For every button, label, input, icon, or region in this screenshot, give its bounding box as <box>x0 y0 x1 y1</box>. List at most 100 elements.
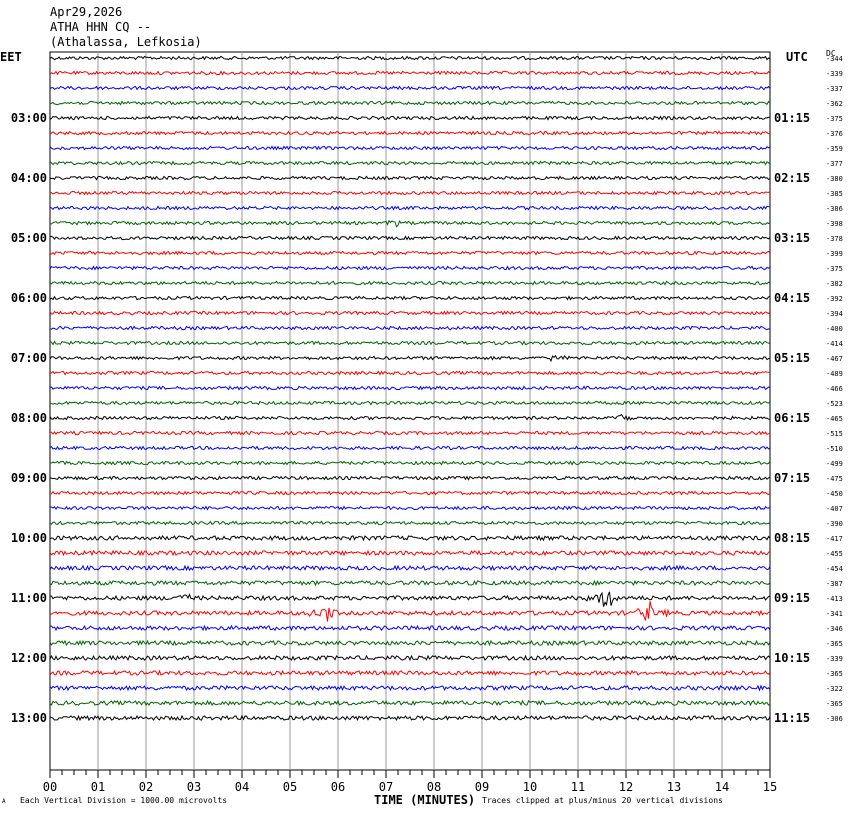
dc-offset-label: -465 <box>826 415 843 423</box>
dc-column-label: DC <box>826 49 836 58</box>
dc-offset-label: -377 <box>826 160 843 168</box>
dc-offset-label: -392 <box>826 295 843 303</box>
trace-row <box>49 564 771 572</box>
x-tick-label: 10 <box>523 780 537 794</box>
trace-row <box>49 520 771 526</box>
utc-hour-label: 06:15 <box>774 411 810 425</box>
eet-hour-label: 06:00 <box>11 291 47 305</box>
dc-offset-label: -386 <box>826 205 843 213</box>
dc-offset-label: -341 <box>826 610 843 618</box>
eet-hour-label: 05:00 <box>11 231 47 245</box>
eet-hour-label: 13:00 <box>11 711 47 725</box>
dc-offset-label: -306 <box>826 715 843 723</box>
eet-hour-label: 08:00 <box>11 411 47 425</box>
utc-hour-label: 11:15 <box>774 711 810 725</box>
trace-row <box>50 624 771 632</box>
x-tick-label: 06 <box>331 780 345 794</box>
dc-offset-label: -322 <box>826 685 843 693</box>
utc-hour-label: 08:15 <box>774 531 810 545</box>
dc-offset-label: -523 <box>826 400 843 408</box>
left-timezone-label: EET <box>0 50 22 64</box>
trace-row <box>49 413 771 422</box>
trace-row <box>49 190 771 196</box>
dc-offset-label: -454 <box>826 565 843 573</box>
utc-hour-label: 09:15 <box>774 591 810 605</box>
trace-row <box>49 460 771 466</box>
trace-row <box>49 430 770 436</box>
dc-offset-label: -450 <box>826 490 843 498</box>
utc-hour-label: 04:15 <box>774 291 810 305</box>
dc-offset-label: -387 <box>826 580 843 588</box>
x-tick-label: 13 <box>667 780 681 794</box>
trace-row <box>49 295 771 301</box>
dc-offset-label: -467 <box>826 355 843 363</box>
trace-row <box>49 639 771 647</box>
x-tick-label: 04 <box>235 780 249 794</box>
trace-row <box>49 669 771 677</box>
trace-row <box>49 85 771 91</box>
trace-row <box>50 250 771 256</box>
trace-row <box>49 579 771 587</box>
dc-offset-label: -344 <box>826 55 843 63</box>
trace-row <box>49 70 771 76</box>
eet-hour-label: 09:00 <box>11 471 47 485</box>
dc-offset-label: -414 <box>826 340 843 348</box>
x-tick-label: 05 <box>283 780 297 794</box>
eet-hour-label: 12:00 <box>11 651 47 665</box>
x-tick-label: 12 <box>619 780 633 794</box>
trace-row <box>49 601 771 622</box>
dc-offset-label: -489 <box>826 370 843 378</box>
dc-offset-label: -398 <box>826 220 843 228</box>
trace-row <box>49 385 771 391</box>
dc-offset-label: -365 <box>826 670 843 678</box>
dc-offset-label: -365 <box>826 640 843 648</box>
trace-row <box>49 160 771 166</box>
right-timezone-label: UTC <box>786 50 808 64</box>
header-station: ATHA HHN CQ -- <box>50 20 152 34</box>
dc-offset-label: -390 <box>826 520 843 528</box>
dc-offset-label: -455 <box>826 550 843 558</box>
trace-row <box>49 130 771 136</box>
trace-row <box>49 354 771 363</box>
trace-row <box>49 55 771 61</box>
x-tick-label: 00 <box>43 780 57 794</box>
eet-hour-label: 07:00 <box>11 351 47 365</box>
trace-row <box>49 340 771 346</box>
x-tick-label: 02 <box>139 780 153 794</box>
dc-offset-label: -380 <box>826 175 843 183</box>
dc-offset-label: -339 <box>826 655 843 663</box>
trace-row <box>49 310 771 316</box>
plot-frame <box>49 51 771 771</box>
dc-offset-label: -499 <box>826 460 843 468</box>
dc-offset-label: -385 <box>826 190 843 198</box>
dc-offset-label: -417 <box>826 535 843 543</box>
footer-mark: A <box>2 798 6 805</box>
trace-row <box>49 534 771 542</box>
utc-hour-label: 07:15 <box>774 471 810 485</box>
utc-hour-label: 05:15 <box>774 351 810 365</box>
dc-offset-label: -337 <box>826 85 843 93</box>
eet-hour-label: 10:00 <box>11 531 47 545</box>
x-axis-title: TIME (MINUTES) <box>374 793 476 807</box>
dc-offset-label: -359 <box>826 145 843 153</box>
x-axis-ticks: 00 01 02 03 04 05 06 07 08 09 10 11 12 13 14 15 <box>43 770 777 794</box>
x-tick-label: 15 <box>763 780 777 794</box>
trace-row <box>49 280 771 286</box>
dc-offset-label: -515 <box>826 430 843 438</box>
trace-row <box>49 265 771 271</box>
dc-offset-label: -466 <box>826 385 843 393</box>
trace-row <box>49 714 771 722</box>
trace-row <box>49 549 771 557</box>
dc-offset-label: -376 <box>826 130 843 138</box>
trace-row <box>50 505 771 511</box>
eet-hour-label: 04:00 <box>11 171 47 185</box>
header-date: Apr29,2026 <box>50 5 123 19</box>
utc-hour-labels: 01:15 02:15 03:15 04:15 05:15 06:15 07:15 08:15… <box>774 111 810 725</box>
trace-row <box>49 400 771 406</box>
header-location: (Athalassa, Lefkosia) <box>50 35 202 49</box>
trace-row <box>49 475 771 481</box>
minute-grid <box>97 52 723 770</box>
utc-hour-label: 10:15 <box>774 651 810 665</box>
dc-offset-label: -399 <box>826 250 843 258</box>
